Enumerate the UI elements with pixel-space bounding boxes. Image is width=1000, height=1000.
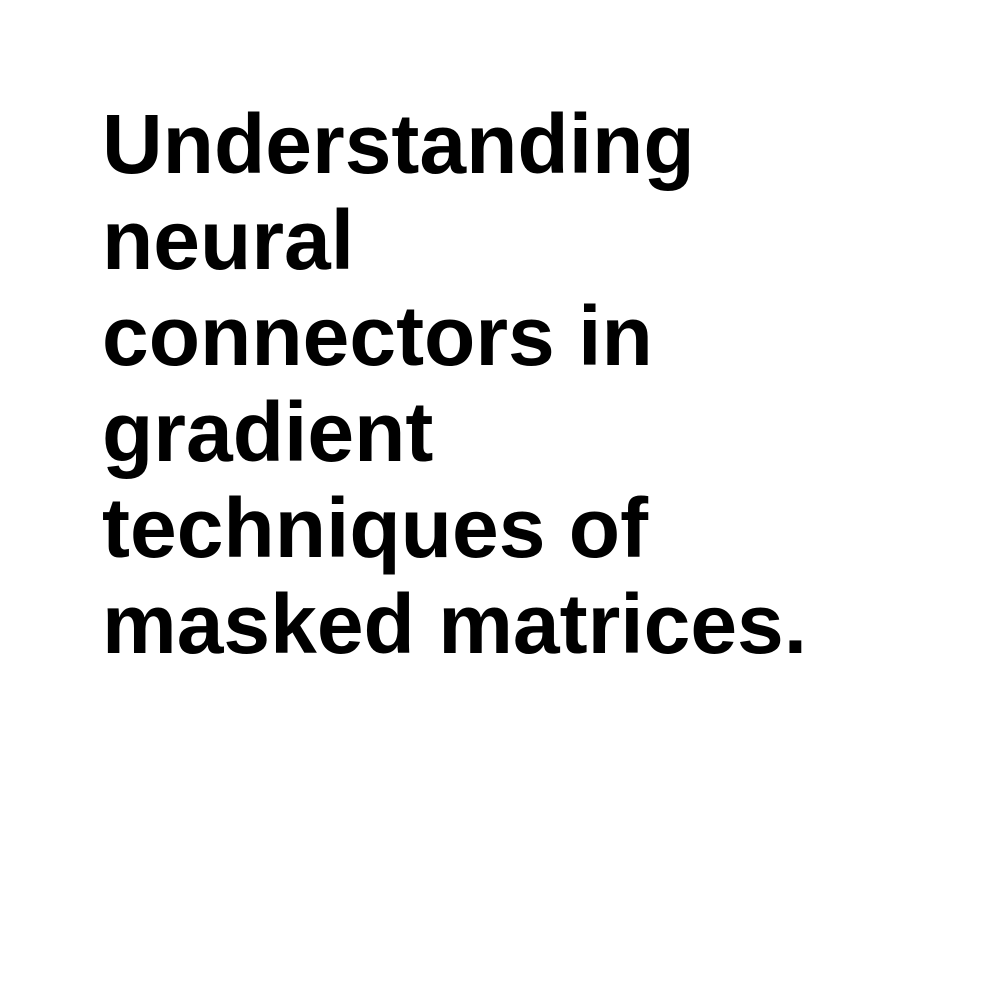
- headline-line-1: Understanding: [102, 97, 695, 191]
- headline-line-4: gradient: [102, 385, 434, 479]
- headline-line-3: connectors in: [102, 289, 653, 383]
- headline-line-2: neural: [102, 193, 355, 287]
- headline: Understanding neural connectors in gradi…: [102, 96, 807, 672]
- headline-line-5: techniques of: [102, 481, 649, 575]
- headline-line-6: masked matrices.: [102, 577, 808, 671]
